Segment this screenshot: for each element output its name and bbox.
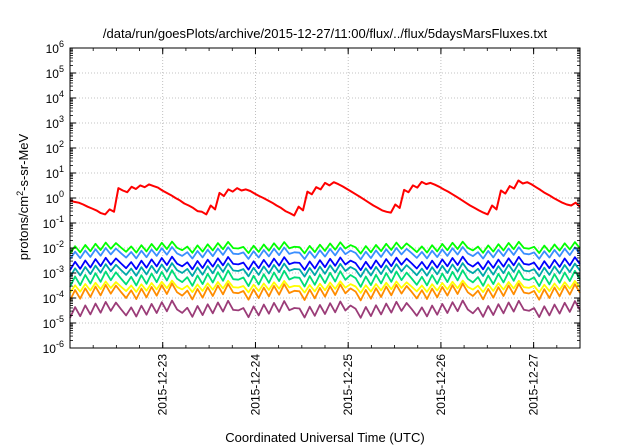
grid-lines [70, 48, 580, 348]
y-tick-label: 10-2 [43, 239, 64, 256]
x-tick-label: 2015-12-27 [527, 354, 541, 416]
y-tick-label: 10-3 [43, 264, 64, 281]
y-tick-label: 106 [46, 39, 64, 56]
y-tick-label: 102 [46, 139, 64, 156]
y-tick-label: 103 [46, 114, 64, 131]
series-line-2 [69, 240, 581, 255]
y-tick-label: 10-5 [43, 314, 64, 331]
chart-title: /data/run/goesPlots/archive/2015-12-27/1… [103, 26, 548, 41]
x-tick-label: 2015-12-26 [434, 354, 448, 416]
y-tick-label: 104 [46, 89, 64, 106]
series-line-4 [69, 255, 581, 271]
series-line-3 [69, 246, 581, 261]
series-line-7 [69, 279, 581, 294]
series-line-8 [69, 282, 581, 302]
y-tick-label: 10-4 [43, 289, 64, 306]
axis-ticks: 10-6 10-5 10-4 10-3 10-2 10-1 100 101 102 103 104 1… [43, 39, 581, 416]
y-axis-title-sup: 2 [15, 191, 25, 196]
x-axis-title: Coordinated Universal Time (UTC) [225, 430, 424, 445]
y-axis-title: protons/cm2-s-sr-MeV [15, 133, 31, 260]
y-axis-title-base: protons/cm [16, 196, 31, 260]
y-tick-label: 105 [46, 64, 64, 81]
y-tick-label: 10-6 [43, 339, 64, 356]
series-line-5 [69, 262, 581, 278]
series-lines [69, 179, 581, 319]
series-line-9 [69, 299, 581, 319]
y-tick-label: 100 [46, 189, 64, 206]
y-axis-title-rest: -s-sr-MeV [16, 133, 31, 190]
x-tick-label: 2015-12-25 [341, 354, 355, 416]
series-line-6 [69, 269, 581, 288]
y-tick-label: 10-1 [43, 214, 64, 231]
x-tick-label: 2015-12-23 [156, 354, 170, 416]
y-tick-label: 101 [46, 164, 64, 181]
series-line-1 [69, 179, 581, 217]
x-tick-label: 2015-12-24 [248, 354, 262, 416]
